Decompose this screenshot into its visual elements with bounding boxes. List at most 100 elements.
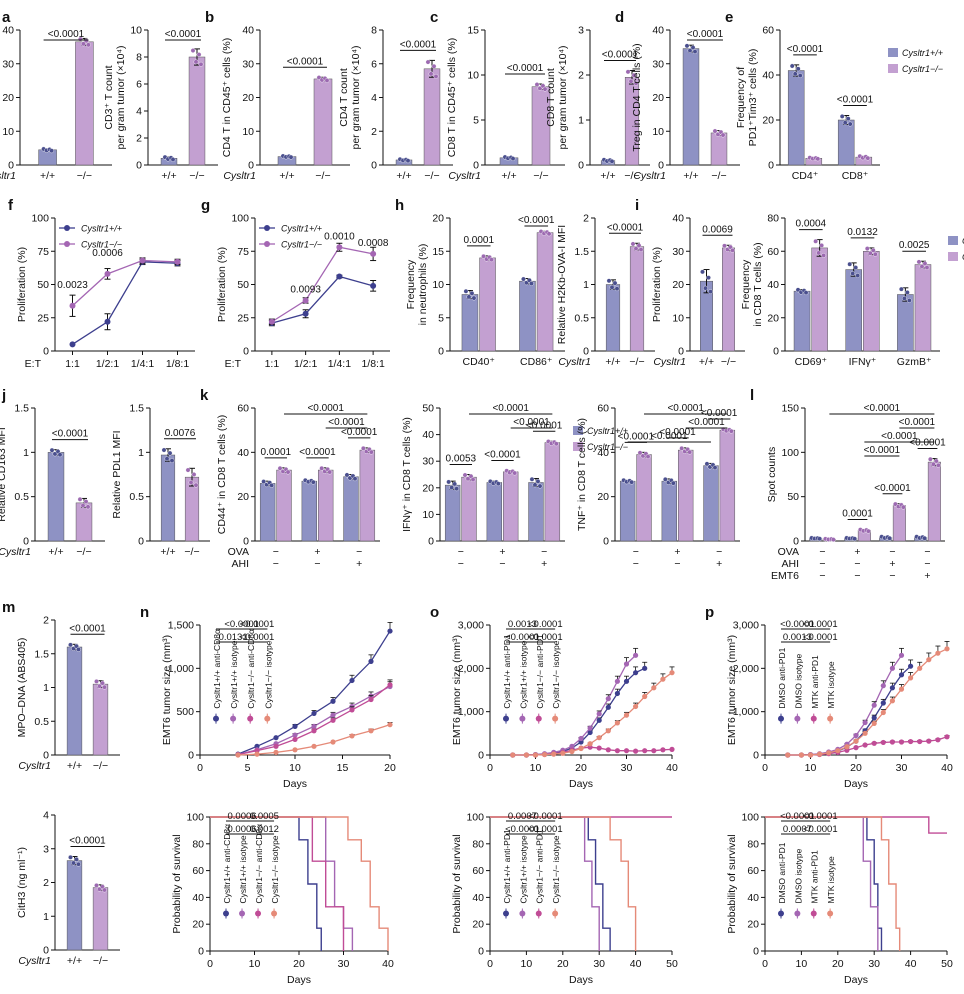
- data-point: [330, 698, 336, 704]
- data-point: [795, 66, 801, 72]
- data-point: [669, 670, 675, 676]
- bar: [710, 132, 728, 166]
- y-tick-label: 60: [762, 25, 774, 37]
- x-tick-label: +/+: [67, 760, 82, 772]
- y-tick-label: 80: [472, 838, 484, 850]
- y-tick-label: 15: [432, 246, 444, 258]
- legend-label: Cysltr1+/+: [587, 426, 628, 436]
- y-axis-label: EMT6 tumor size (mm³): [451, 635, 463, 745]
- y-tick-label: 80: [767, 213, 779, 225]
- x-tick-label: +/+: [683, 170, 698, 182]
- data-point: [425, 59, 431, 65]
- data-point: [76, 647, 81, 652]
- data-point: [370, 250, 377, 257]
- bar: [605, 284, 621, 352]
- y-tick-label: 3,000: [733, 620, 759, 632]
- data-point: [870, 247, 876, 253]
- treatment-sign: +: [541, 558, 547, 570]
- treatment-sign: +: [716, 558, 722, 570]
- data-point: [944, 646, 950, 652]
- data-point: [880, 739, 886, 746]
- data-point: [660, 676, 666, 682]
- y-tick-label: 20: [597, 491, 609, 503]
- data-point: [196, 52, 202, 57]
- p-value-label: <0.0001: [803, 824, 838, 835]
- data-point: [86, 42, 91, 48]
- y-tick-label: 10: [467, 70, 479, 82]
- data-point: [174, 258, 181, 265]
- y-tick-label: 40: [237, 447, 249, 459]
- p-value-label: <0.0001: [651, 431, 688, 442]
- data-point: [587, 741, 593, 747]
- x-tick-label: 0: [487, 762, 493, 774]
- p-value-label: <0.0001: [602, 50, 639, 61]
- bar: [629, 246, 645, 352]
- group-label: Cysltr1+/+ anti-CD8α: [222, 824, 232, 904]
- y-tick-label: 5: [473, 115, 479, 127]
- treatment-sign: +: [314, 546, 320, 558]
- y-tick-label: 40: [472, 892, 484, 904]
- survival-curve: [210, 816, 389, 951]
- y-axis-label: TNF⁺ in CD8 T cells (%): [576, 418, 588, 531]
- data-point: [642, 665, 648, 671]
- treatment-sign: −: [633, 558, 639, 570]
- x-tick-label: 10: [796, 958, 808, 970]
- data-point: [198, 61, 204, 67]
- x-tick-label: 50: [941, 958, 953, 970]
- x-tick-label: 20: [293, 958, 305, 970]
- y-tick-label: 0: [578, 160, 584, 172]
- treatment-label: EMT6: [771, 570, 799, 582]
- y-tick-label: 0: [478, 946, 484, 958]
- y-tick-label: 15: [467, 25, 479, 37]
- panel-d: 0 10 20 30 40 Treg in CD4 T cells (%) +/+ −/− <0…: [615, 9, 740, 182]
- data-point: [269, 482, 275, 488]
- y-tick-label: 0: [43, 346, 49, 358]
- y-tick-label: 0: [8, 160, 14, 172]
- legend-marker: [64, 241, 70, 247]
- y-tick-label: 6: [371, 58, 377, 70]
- legend-swatch: [888, 64, 898, 73]
- data-point: [523, 752, 530, 758]
- data-point: [889, 665, 896, 671]
- p-value-label: <0.0001: [687, 29, 724, 40]
- y-axis-label: Probability of survival: [171, 834, 183, 933]
- p-value-label: <0.0001: [528, 811, 563, 822]
- treatment-sign: −: [541, 546, 547, 558]
- data-point: [817, 751, 823, 757]
- y-tick-label: 60: [237, 403, 249, 415]
- p-value-label: <0.0001: [307, 403, 344, 414]
- data-point: [292, 723, 298, 730]
- data-point: [387, 722, 393, 728]
- data-point: [904, 290, 910, 295]
- data-point: [553, 441, 559, 447]
- y-tick-label: 30: [672, 246, 684, 258]
- x-tick-label: 40: [905, 958, 917, 970]
- group-label: Cysltr1+/+ anti-PD1: [502, 634, 512, 708]
- data-point: [633, 670, 639, 676]
- x-tick-label: 30: [868, 958, 880, 970]
- panel-a1: 010203040CD3⁺T in CD45⁺ cells (%)+/+−/−<…: [0, 9, 112, 182]
- y-tick-label: 10: [242, 126, 254, 138]
- data-point: [330, 712, 336, 718]
- x-tick-label: −/−: [93, 955, 108, 967]
- y-tick-label: 0: [43, 945, 49, 957]
- y-tick-label: 40: [652, 25, 664, 37]
- data-point: [510, 156, 516, 162]
- data-point: [633, 703, 639, 710]
- p-value-label: <0.0001: [69, 623, 106, 634]
- data-point: [926, 738, 932, 744]
- x-tick-label: 20: [832, 958, 844, 970]
- y-tick-label: 40: [422, 429, 434, 441]
- panel-b2: 0 2 4 6 8 CD4 T count per gram tumor (×10⁴) +/+…: [338, 25, 453, 182]
- group-label: Cysltr1−/− isotype: [551, 835, 561, 903]
- panel-a2: 0 2 4 6 8 10 CD3⁺ T count per gram tumor (×10⁴)…: [103, 25, 218, 182]
- y-axis-label: in neutrophils (%): [417, 244, 429, 326]
- y-tick-label: 20: [652, 92, 664, 104]
- data-point: [368, 658, 374, 665]
- data-point: [845, 116, 851, 122]
- p-value-label: <0.0001: [780, 619, 815, 630]
- survival-curve: [490, 816, 637, 951]
- panel-b1: 0 10 20 30 40 CD4 T in CD45⁺ cells (%) +/+ −/− <…: [205, 9, 350, 182]
- y-tick-label: 5: [438, 312, 444, 324]
